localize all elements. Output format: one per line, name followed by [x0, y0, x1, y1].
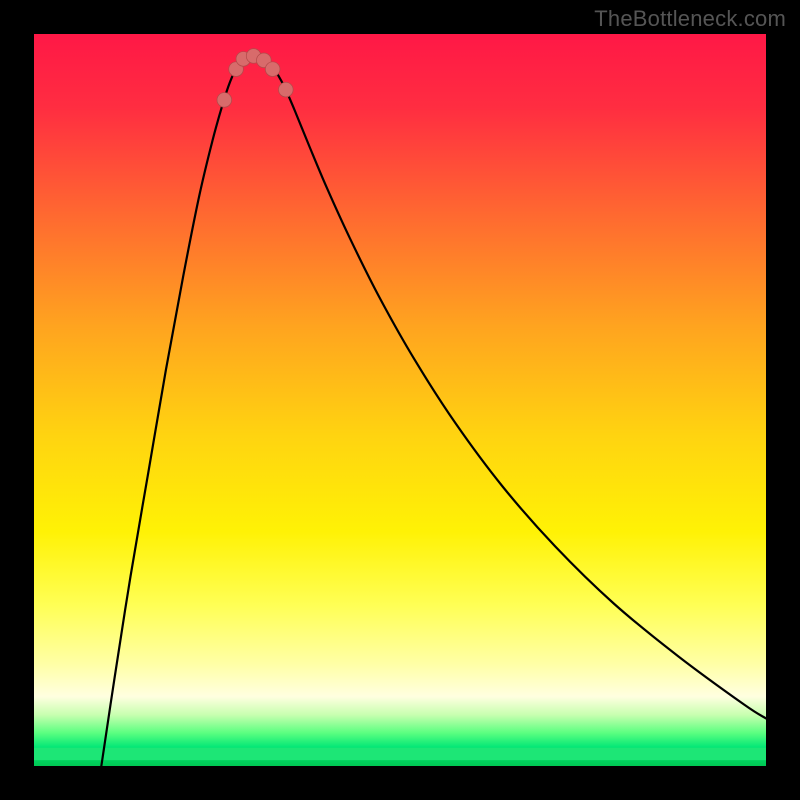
- curve-marker: [265, 62, 280, 77]
- curve-marker: [217, 93, 232, 108]
- watermark-text: TheBottleneck.com: [594, 6, 786, 32]
- chart-svg: [34, 34, 766, 766]
- green-strip: [34, 748, 766, 760]
- chart-frame: TheBottleneck.com: [0, 0, 800, 800]
- curve-marker: [278, 82, 293, 97]
- gradient-bg: [34, 34, 766, 766]
- plot-area: [34, 34, 766, 766]
